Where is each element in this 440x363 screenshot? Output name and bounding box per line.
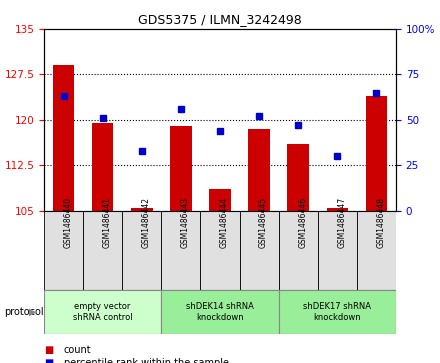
Bar xyxy=(239,211,279,290)
Text: percentile rank within the sample: percentile rank within the sample xyxy=(64,358,229,363)
Bar xyxy=(161,290,279,334)
Bar xyxy=(248,129,270,211)
Text: GSM1486442: GSM1486442 xyxy=(142,197,151,248)
Bar xyxy=(122,211,161,290)
Bar xyxy=(366,95,387,211)
Text: protocol: protocol xyxy=(4,307,44,317)
Bar xyxy=(161,211,201,290)
Text: ■: ■ xyxy=(44,358,53,363)
Bar xyxy=(326,208,348,211)
Bar xyxy=(92,123,114,211)
Bar xyxy=(44,211,83,290)
Text: GSM1486443: GSM1486443 xyxy=(181,197,190,248)
Text: GSM1486441: GSM1486441 xyxy=(103,197,112,248)
Bar xyxy=(357,211,396,290)
Title: GDS5375 / ILMN_3242498: GDS5375 / ILMN_3242498 xyxy=(138,13,302,26)
Text: empty vector
shRNA control: empty vector shRNA control xyxy=(73,302,132,322)
Bar xyxy=(287,144,309,211)
Text: GSM1486448: GSM1486448 xyxy=(377,197,385,248)
Bar xyxy=(318,211,357,290)
Bar xyxy=(131,208,153,211)
Text: GSM1486445: GSM1486445 xyxy=(259,197,268,248)
Bar xyxy=(44,290,161,334)
Text: shDEK17 shRNA
knockdown: shDEK17 shRNA knockdown xyxy=(303,302,371,322)
Text: ■: ■ xyxy=(44,345,53,355)
Text: shDEK14 shRNA
knockdown: shDEK14 shRNA knockdown xyxy=(186,302,254,322)
Bar xyxy=(170,126,192,211)
Text: count: count xyxy=(64,345,92,355)
Text: GSM1486440: GSM1486440 xyxy=(63,197,73,248)
Bar xyxy=(209,189,231,211)
Text: GSM1486447: GSM1486447 xyxy=(337,197,346,248)
Text: GSM1486446: GSM1486446 xyxy=(298,197,307,248)
Bar xyxy=(279,211,318,290)
Bar xyxy=(201,211,239,290)
Bar xyxy=(83,211,122,290)
Bar xyxy=(53,65,74,211)
Bar xyxy=(279,290,396,334)
Text: GSM1486444: GSM1486444 xyxy=(220,197,229,248)
Text: ▶: ▶ xyxy=(29,307,37,317)
